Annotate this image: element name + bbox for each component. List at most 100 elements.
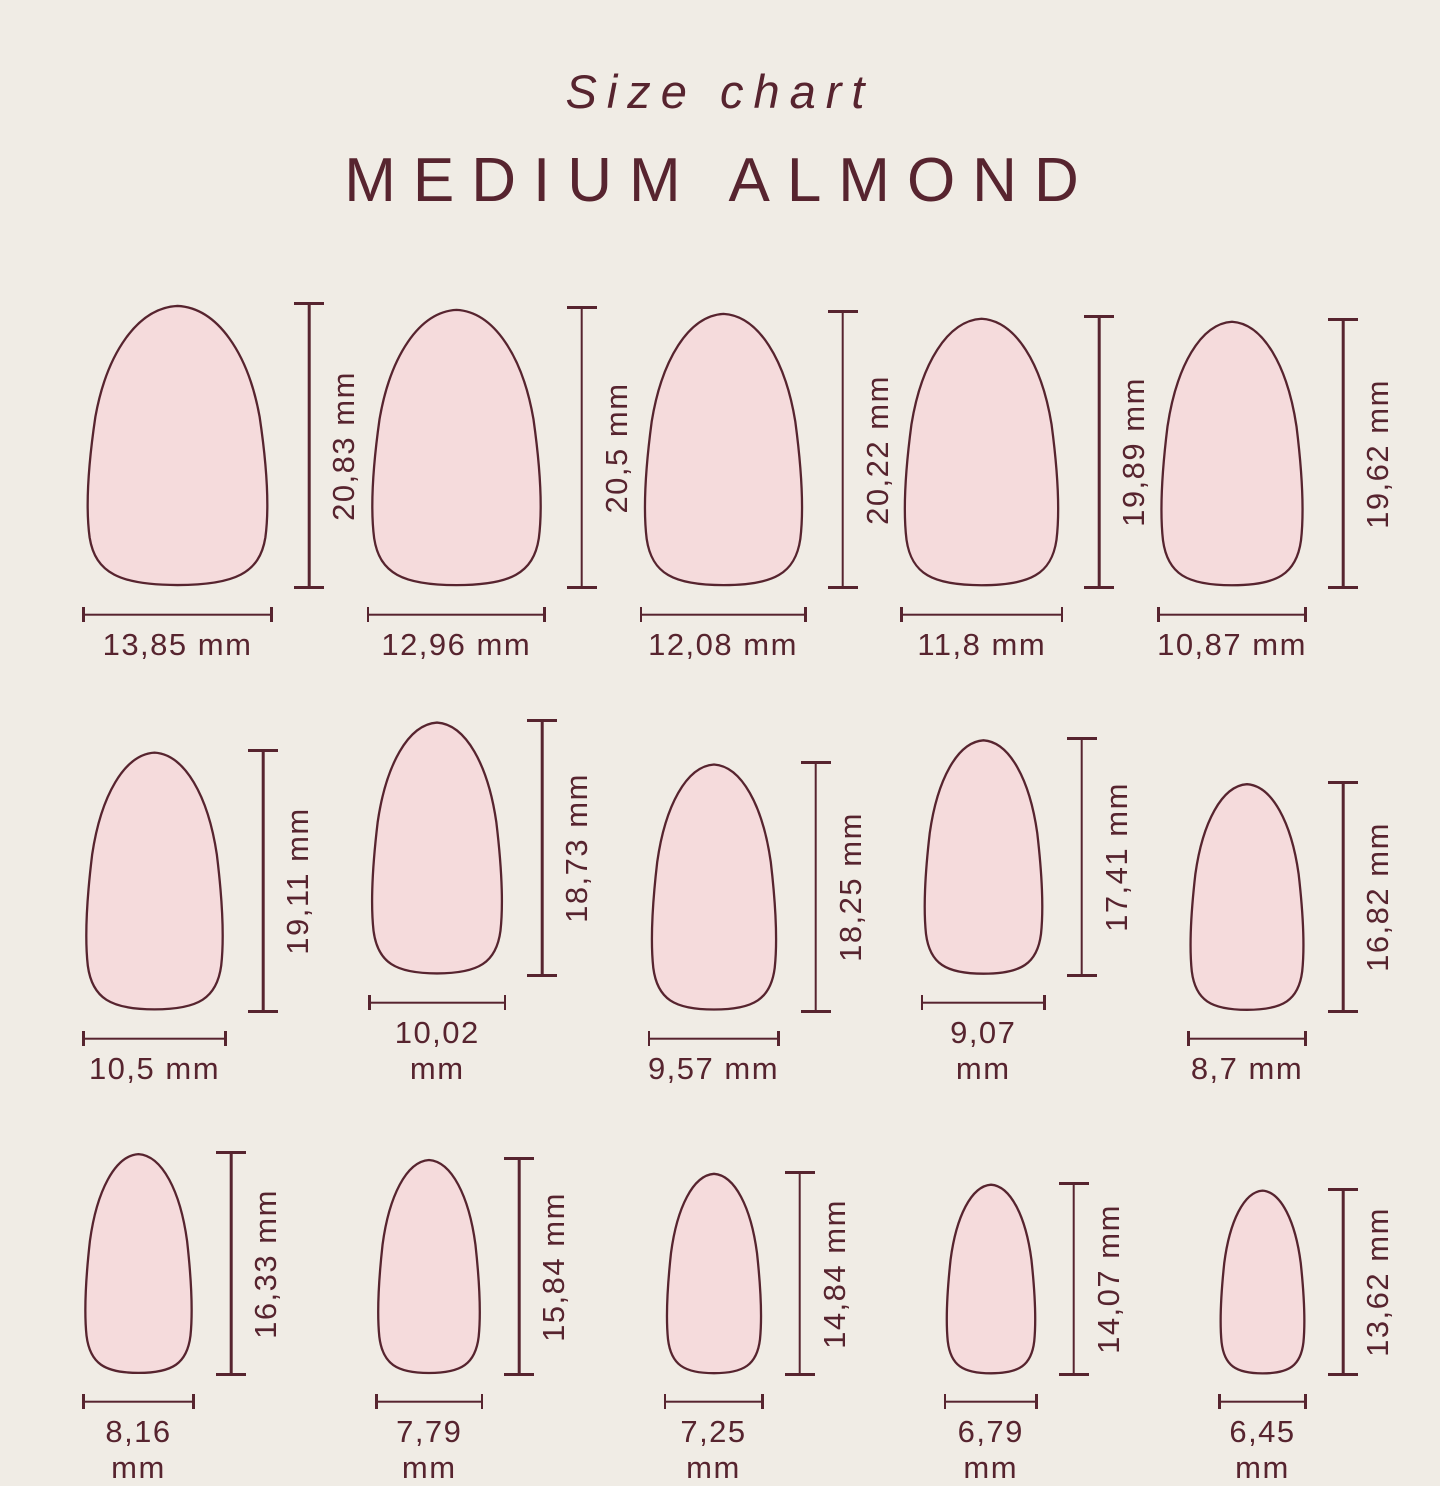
- nail-outline: [925, 740, 1043, 973]
- width-ruler-line: [82, 1400, 195, 1403]
- height-ruler-line: [841, 310, 844, 589]
- width-ruler: [663, 1394, 764, 1409]
- width-ruler-line: [82, 1037, 227, 1040]
- nail-size-cell: 19,11 mm 10,5 mm: [82, 749, 315, 1087]
- width-ruler-line: [1187, 1037, 1307, 1040]
- nail-size-cell: 16,82 mm 8,7 mm: [1187, 781, 1395, 1087]
- nail-size-cell: 20,22 mm 12,08 mm: [639, 310, 895, 663]
- nail-shape: [664, 1171, 764, 1376]
- width-label: 11,8 mm: [917, 627, 1047, 662]
- width-ruler: [1187, 1031, 1307, 1046]
- height-label: 14,84 mm: [816, 1198, 852, 1349]
- nail-outline: [372, 723, 502, 974]
- height-label: 19,89 mm: [1116, 377, 1152, 527]
- height-ruler: 20,5 mm: [566, 306, 634, 589]
- width-ruler: [82, 1394, 195, 1409]
- nail-shape: [368, 719, 506, 977]
- width-ruler: [1157, 607, 1307, 622]
- nail-shape: [900, 315, 1063, 589]
- width-ruler: [368, 995, 507, 1010]
- width-label: 10,5 mm: [88, 1051, 221, 1086]
- height-label: 20,5 mm: [598, 381, 634, 514]
- nail-with-height-ruler: 18,73 mm: [368, 719, 594, 977]
- nail-size-grid: 20,83 mm 13,85 mm 20,5 mm 12,96 mm 20,22 mm 1…: [0, 302, 1440, 1486]
- height-ruler: 18,25 mm: [800, 761, 868, 1013]
- nail-size-cell: 18,73 mm 10,02 mm: [368, 719, 594, 1087]
- height-ruler-line: [540, 719, 544, 977]
- nail-shape: [1218, 1188, 1307, 1376]
- height-ruler: 15,84 mm: [504, 1157, 571, 1376]
- height-ruler-line: [580, 306, 584, 589]
- width-label: 10,87 mm: [1157, 627, 1307, 662]
- height-ruler: 14,84 mm: [784, 1171, 852, 1376]
- width-label: 13,85 mm: [102, 627, 253, 662]
- nail-shape: [82, 302, 273, 589]
- nail-size-cell: 20,5 mm 12,96 mm: [366, 306, 634, 663]
- nail-outline: [905, 319, 1058, 585]
- width-ruler-line: [375, 1400, 484, 1403]
- nail-outline: [1162, 322, 1303, 586]
- nail-shape: [944, 1182, 1038, 1376]
- nail-outline: [651, 764, 775, 1009]
- nail-shape: [640, 310, 807, 589]
- width-ruler: [900, 607, 1064, 622]
- nail-with-height-ruler: 18,25 mm: [648, 761, 868, 1013]
- height-ruler-line: [1341, 1188, 1345, 1376]
- width-ruler-line: [900, 613, 1064, 616]
- nail-shape: [367, 306, 546, 589]
- nail-with-height-ruler: 15,84 mm: [375, 1157, 571, 1376]
- width-label: 8,16 mm: [105, 1414, 172, 1485]
- width-ruler-line: [368, 1001, 507, 1004]
- height-ruler: 19,11 mm: [248, 749, 315, 1013]
- nail-shape: [82, 749, 227, 1013]
- width-ruler-line: [366, 613, 546, 616]
- nail-outline: [378, 1160, 480, 1373]
- height-ruler: 13,62 mm: [1328, 1188, 1395, 1376]
- nail-with-height-ruler: 20,83 mm: [82, 302, 361, 589]
- height-ruler: 18,73 mm: [527, 719, 594, 977]
- height-ruler-line: [1072, 1182, 1076, 1376]
- nail-outline: [372, 310, 540, 585]
- width-label: 12,08 mm: [648, 627, 798, 662]
- width-ruler: [647, 1031, 780, 1046]
- nail-outline: [1221, 1191, 1305, 1374]
- height-ruler: 20,22 mm: [827, 310, 895, 589]
- nail-with-height-ruler: 20,22 mm: [640, 310, 895, 589]
- height-ruler-line: [1097, 315, 1101, 589]
- nail-size-cell: 13,62 mm 6,45 mm: [1218, 1188, 1395, 1486]
- height-ruler-line: [517, 1157, 521, 1376]
- width-ruler: [639, 607, 807, 622]
- nail-outline: [86, 753, 222, 1010]
- height-ruler: 16,33 mm: [216, 1151, 283, 1376]
- nail-size-cell: 19,89 mm 11,8 mm: [900, 315, 1151, 663]
- width-ruler: [1218, 1394, 1307, 1409]
- nail-outline: [645, 314, 802, 585]
- height-ruler: 16,82 mm: [1328, 781, 1395, 1013]
- nail-with-height-ruler: 19,89 mm: [900, 315, 1151, 589]
- height-label: 16,33 mm: [248, 1188, 283, 1339]
- width-label: 9,57 mm: [647, 1051, 780, 1086]
- width-ruler-line: [647, 1037, 780, 1040]
- width-label: 6,79 mm: [957, 1414, 1024, 1485]
- nail-size-cell: 15,84 mm 7,79 mm: [375, 1157, 571, 1486]
- width-ruler-line: [82, 613, 273, 616]
- width-ruler-line: [1157, 613, 1307, 616]
- height-ruler: 14,07 mm: [1058, 1182, 1126, 1376]
- nail-with-height-ruler: 20,5 mm: [367, 306, 634, 589]
- height-label: 14,07 mm: [1090, 1204, 1126, 1354]
- width-ruler-line: [920, 1001, 1046, 1004]
- nail-outline: [1191, 784, 1304, 1010]
- width-label: 9,07 mm: [950, 1015, 1017, 1086]
- height-label: 15,84 mm: [536, 1191, 572, 1342]
- width-ruler: [375, 1394, 484, 1409]
- nail-shape: [1157, 318, 1307, 589]
- width-label: 10,02 mm: [394, 1015, 480, 1086]
- nail-with-height-ruler: 19,11 mm: [82, 749, 315, 1013]
- width-ruler: [82, 607, 273, 622]
- width-label: 6,45 mm: [1229, 1414, 1296, 1485]
- height-ruler: 19,89 mm: [1084, 315, 1151, 589]
- width-ruler-line: [663, 1400, 764, 1403]
- nail-size-cell: 14,07 mm 6,79 mm: [943, 1182, 1126, 1486]
- width-ruler-line: [639, 613, 807, 616]
- nail-row: 20,83 mm 13,85 mm 20,5 mm 12,96 mm 20,22 mm 1…: [0, 302, 1440, 663]
